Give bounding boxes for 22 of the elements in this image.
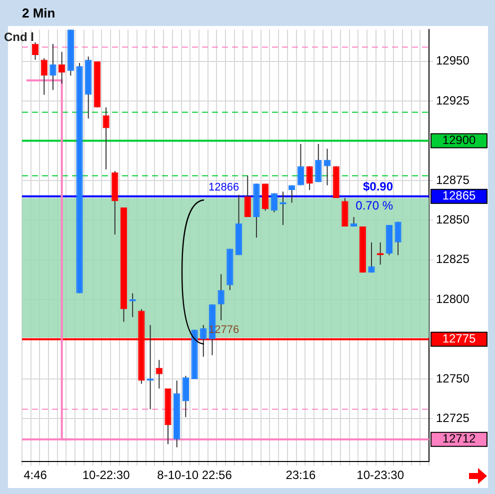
chart-title: 2 Min: [22, 5, 56, 20]
y-tick-label: 12850: [436, 212, 470, 226]
x-tick-label: 4:46: [24, 468, 48, 482]
ref-line-label: 12900: [442, 133, 476, 148]
x-tick-label: 10-22:30: [82, 468, 130, 482]
y-tick-label: 12725: [436, 411, 470, 426]
y-tick-label: 12800: [436, 292, 470, 306]
x-tick-label: 10-23:30: [356, 468, 404, 482]
y-tick-label: 12750: [436, 371, 470, 386]
y-tick-label: 12825: [436, 252, 470, 266]
ref-line-label: 12865: [442, 188, 476, 203]
y-tick-label: 12950: [436, 54, 470, 68]
annotation: Cnd l: [4, 30, 34, 44]
x-tick-label: 23:16: [286, 468, 316, 482]
annotation: 12866: [208, 181, 240, 194]
ref-line-label: 12775: [442, 332, 476, 346]
annotation: $0.90: [362, 180, 394, 194]
y-tick-label: 12925: [436, 93, 470, 108]
x-tick-label: 8-10-10 22:56: [157, 468, 232, 482]
ref-line-label: 12712: [442, 432, 476, 446]
annotation: 0.70 %: [356, 198, 394, 213]
y-tick-label: 12875: [436, 172, 470, 187]
